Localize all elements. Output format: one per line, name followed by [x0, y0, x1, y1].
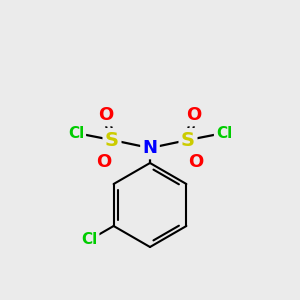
Text: N: N: [142, 139, 158, 157]
Text: O: O: [186, 106, 202, 124]
Text: O: O: [98, 106, 114, 124]
Text: Cl: Cl: [81, 232, 98, 247]
Text: Cl: Cl: [68, 125, 84, 140]
Text: Cl: Cl: [216, 125, 232, 140]
Text: S: S: [105, 130, 119, 149]
Text: S: S: [181, 130, 195, 149]
Text: O: O: [188, 153, 204, 171]
Text: O: O: [96, 153, 112, 171]
